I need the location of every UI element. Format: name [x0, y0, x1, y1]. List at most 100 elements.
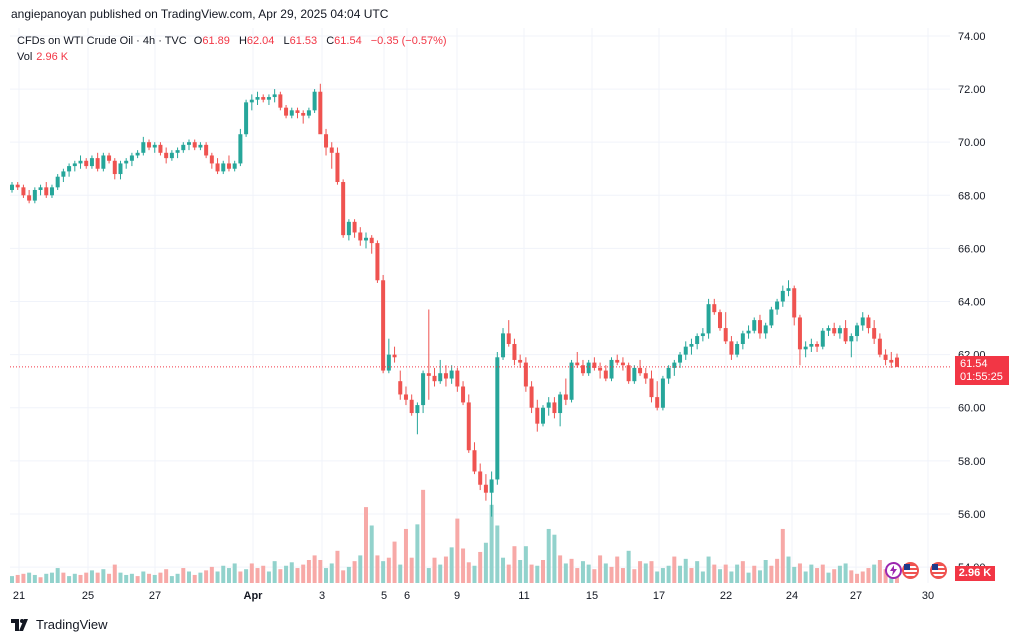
- candle-body: [152, 144, 157, 148]
- volume-bar: [849, 570, 854, 583]
- lightning-event-icon[interactable]: [885, 562, 902, 579]
- last-price-value: 61.54: [960, 358, 988, 370]
- price-tick-label: 68.00: [958, 190, 986, 202]
- candle-body: [175, 150, 180, 153]
- volume-bar: [181, 568, 186, 583]
- time-tick-label: 30: [922, 590, 934, 602]
- volume-bar: [358, 555, 363, 583]
- volume-bar: [386, 557, 391, 583]
- candle-body: [301, 112, 306, 116]
- candle-body: [580, 365, 585, 374]
- volume-bar: [129, 573, 134, 583]
- candle-body: [472, 450, 477, 472]
- candle-body: [346, 221, 351, 236]
- volume-bar: [757, 570, 762, 583]
- volume-bar: [21, 573, 26, 583]
- candle-body: [598, 367, 603, 371]
- candle-body: [563, 394, 568, 400]
- volume-bar: [489, 504, 494, 583]
- volume-bar: [877, 560, 882, 583]
- volume-bar: [872, 564, 877, 583]
- candle-body: [278, 94, 283, 108]
- volume-bar: [797, 563, 802, 583]
- candle-body: [695, 336, 700, 345]
- last-price-tag: 61.54 01:55:25: [955, 356, 1009, 385]
- volume-bar: [44, 573, 49, 583]
- volume-label[interactable]: Vol: [17, 51, 33, 63]
- price-candles: [10, 83, 899, 517]
- candle-body: [158, 144, 163, 153]
- candle-body: [723, 328, 728, 342]
- candle-body: [820, 330, 825, 347]
- volume-bar: [666, 565, 671, 583]
- volume-bar: [672, 556, 677, 583]
- candle-body: [369, 237, 374, 244]
- candle-body: [860, 317, 865, 326]
- volume-bar: [843, 563, 848, 583]
- candle-body: [284, 107, 289, 116]
- candle-body: [443, 373, 448, 379]
- us-flag-event-icon[interactable]: [930, 562, 947, 579]
- candle-body: [626, 365, 631, 382]
- volume-bar: [415, 524, 420, 583]
- candle-body: [21, 187, 26, 196]
- volume-bar: [209, 566, 214, 583]
- candle-body: [426, 373, 431, 376]
- candle-body: [592, 362, 597, 368]
- symbol-name[interactable]: CFDs on WTI Crude Oil · 4h · TVC: [17, 35, 187, 47]
- volume-bar: [409, 557, 414, 583]
- candle-body: [518, 359, 523, 363]
- volume-bar: [329, 563, 334, 583]
- candle-body: [107, 155, 112, 161]
- time-tick-label: 6: [404, 590, 410, 602]
- candle-body: [55, 176, 60, 188]
- candle-body: [483, 484, 488, 493]
- volume-bar: [335, 550, 340, 583]
- candle-body: [558, 394, 563, 414]
- candle-body: [306, 110, 311, 116]
- volume-bar: [135, 576, 140, 583]
- candle-body: [877, 338, 882, 355]
- price-tick-label: 70.00: [958, 137, 986, 149]
- volume-bar: [780, 528, 785, 583]
- volume-bar: [586, 564, 591, 583]
- candle-body: [826, 328, 831, 331]
- volume-bar: [815, 568, 820, 583]
- candle-body: [209, 155, 214, 164]
- candle-body: [181, 144, 186, 151]
- open-value: 61.89: [202, 35, 230, 47]
- candle-body: [364, 237, 368, 241]
- candle-body: [832, 328, 837, 334]
- volume-bar: [152, 574, 157, 583]
- volume-bar: [72, 573, 77, 583]
- candle-body: [221, 163, 226, 172]
- candle-body: [44, 187, 49, 196]
- time-tick-label: 5: [381, 590, 387, 602]
- candle-body: [455, 370, 460, 387]
- volume-bar: [746, 572, 751, 583]
- candle-body: [706, 304, 711, 334]
- volume-bar: [478, 551, 483, 583]
- low-label: L: [283, 35, 290, 47]
- volume-bar: [204, 570, 209, 583]
- close-label: C: [326, 35, 335, 47]
- time-tick-label: 21: [13, 590, 25, 602]
- volume-bar: [683, 558, 688, 583]
- volume-bar: [107, 573, 112, 583]
- volume-bar: [535, 565, 540, 583]
- volume-bar: [249, 563, 254, 583]
- time-tick-label: Apr: [244, 590, 264, 602]
- candle-body: [660, 378, 665, 408]
- candle-body: [803, 346, 808, 350]
- candle-body: [546, 402, 551, 408]
- candle-body: [575, 362, 580, 366]
- volume-bar: [49, 572, 54, 583]
- volume-bar: [158, 572, 163, 583]
- volume-bar: [575, 568, 580, 583]
- volume-bar: [449, 547, 454, 583]
- volume-bar: [375, 555, 380, 583]
- open-label: O: [193, 35, 203, 47]
- us-flag-event-icon[interactable]: [902, 562, 919, 579]
- volume-bar: [324, 568, 329, 583]
